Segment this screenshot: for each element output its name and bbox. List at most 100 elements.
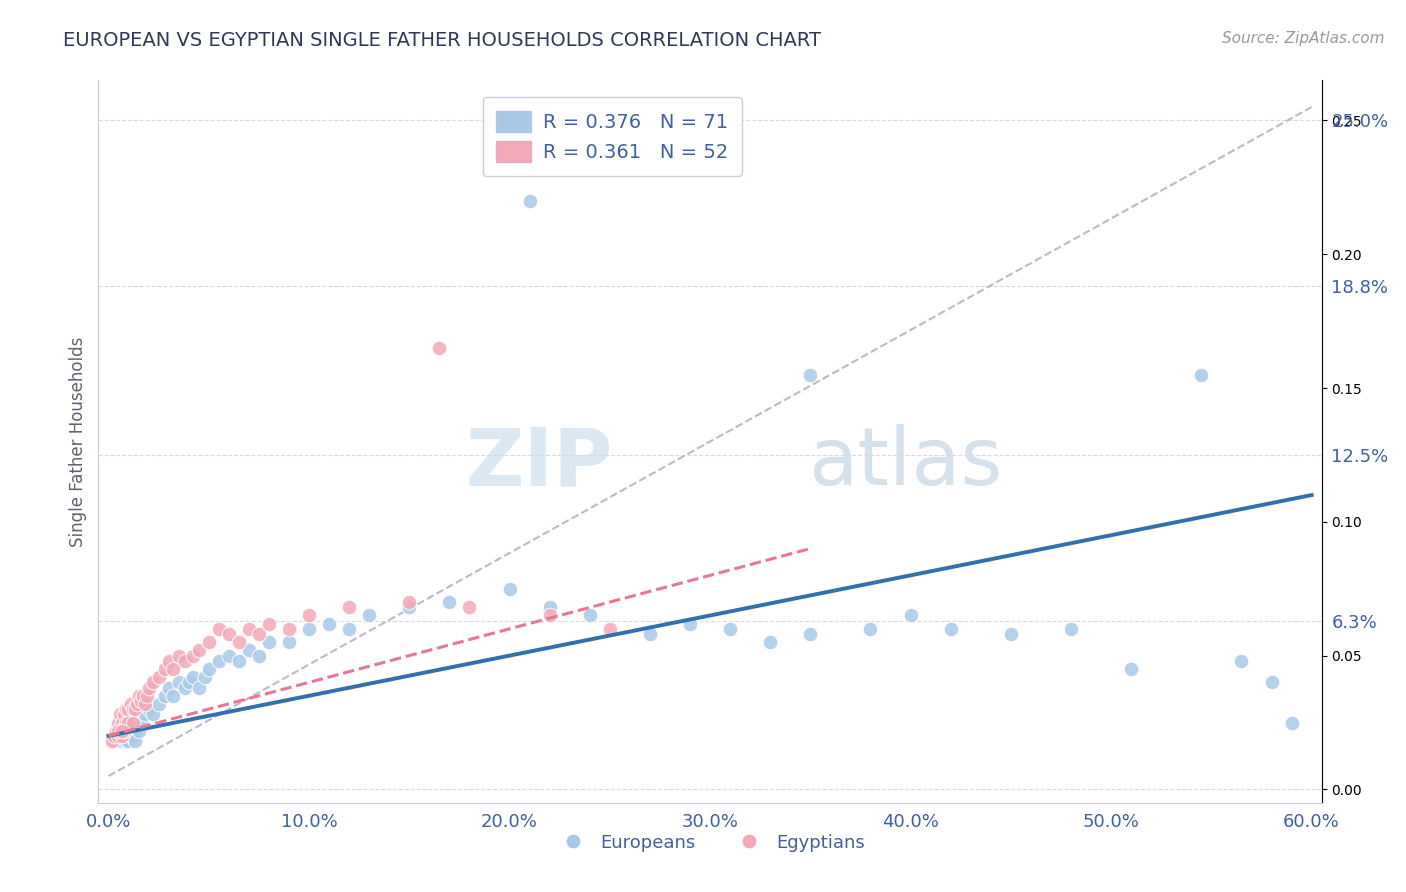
Point	[173, 654, 195, 668]
Point	[197, 662, 219, 676]
Text: Source: ZipAtlas.com: Source: ZipAtlas.com	[1222, 31, 1385, 46]
Point	[599, 622, 621, 636]
Point	[1000, 627, 1022, 641]
Point	[121, 729, 143, 743]
Point	[638, 627, 661, 641]
Point	[134, 707, 156, 722]
Point	[298, 622, 321, 636]
Point	[228, 635, 250, 649]
Point	[318, 616, 340, 631]
Point	[117, 702, 139, 716]
Point	[142, 675, 165, 690]
Point	[117, 723, 139, 738]
Point	[111, 723, 134, 738]
Text: ZIP: ZIP	[465, 425, 612, 502]
Point	[439, 595, 461, 609]
Point	[247, 648, 270, 663]
Point	[181, 648, 204, 663]
Point	[111, 734, 134, 748]
Point	[939, 622, 962, 636]
Point	[103, 729, 125, 743]
Point	[148, 697, 170, 711]
Point	[129, 694, 152, 708]
Point	[218, 648, 240, 663]
Point	[110, 729, 132, 743]
Point	[125, 715, 148, 730]
Point	[110, 707, 132, 722]
Point	[167, 648, 190, 663]
Point	[135, 689, 157, 703]
Point	[759, 635, 782, 649]
Point	[337, 622, 360, 636]
Point	[115, 715, 138, 730]
Point	[124, 723, 146, 738]
Point	[181, 670, 204, 684]
Point	[124, 734, 146, 748]
Point	[218, 627, 240, 641]
Point	[277, 635, 299, 649]
Point	[117, 715, 139, 730]
Point	[114, 729, 136, 743]
Point	[107, 729, 129, 743]
Point	[105, 734, 128, 748]
Point	[114, 723, 136, 738]
Point	[115, 702, 138, 716]
Point	[107, 723, 129, 738]
Point	[117, 734, 139, 748]
Point	[115, 734, 138, 748]
Point	[679, 616, 702, 631]
Point	[125, 697, 148, 711]
Point	[121, 715, 143, 730]
Point	[257, 635, 280, 649]
Point	[114, 707, 136, 722]
Point	[1060, 622, 1083, 636]
Point	[359, 608, 381, 623]
Point	[128, 723, 150, 738]
Point	[859, 622, 882, 636]
Point	[197, 635, 219, 649]
Point	[1281, 715, 1303, 730]
Point	[1230, 654, 1253, 668]
Point	[131, 702, 153, 716]
Point	[187, 643, 209, 657]
Point	[398, 600, 420, 615]
Point	[498, 582, 520, 596]
Point	[247, 627, 270, 641]
Point	[187, 681, 209, 695]
Point	[1189, 368, 1212, 382]
Point	[398, 595, 420, 609]
Point	[105, 723, 128, 738]
Point	[167, 675, 190, 690]
Point	[121, 702, 143, 716]
Point	[115, 715, 138, 730]
Point	[103, 729, 125, 743]
Point	[138, 702, 160, 716]
Point	[238, 643, 260, 657]
Point	[157, 681, 180, 695]
Point	[114, 715, 136, 730]
Legend: Europeans, Egyptians: Europeans, Egyptians	[547, 826, 873, 859]
Point	[427, 341, 450, 355]
Point	[799, 368, 821, 382]
Point	[120, 697, 142, 711]
Point	[177, 675, 200, 690]
Point	[257, 616, 280, 631]
Point	[1121, 662, 1143, 676]
Point	[124, 702, 146, 716]
Point	[134, 697, 156, 711]
Point	[1260, 675, 1282, 690]
Point	[718, 622, 741, 636]
Point	[111, 723, 134, 738]
Point	[111, 715, 134, 730]
Point	[107, 723, 129, 738]
Point	[208, 654, 231, 668]
Y-axis label: Single Father Households: Single Father Households	[69, 336, 87, 547]
Point	[238, 622, 260, 636]
Point	[519, 194, 541, 208]
Point	[110, 723, 132, 738]
Point	[208, 622, 231, 636]
Point	[799, 627, 821, 641]
Point	[538, 600, 561, 615]
Point	[120, 729, 142, 743]
Point	[337, 600, 360, 615]
